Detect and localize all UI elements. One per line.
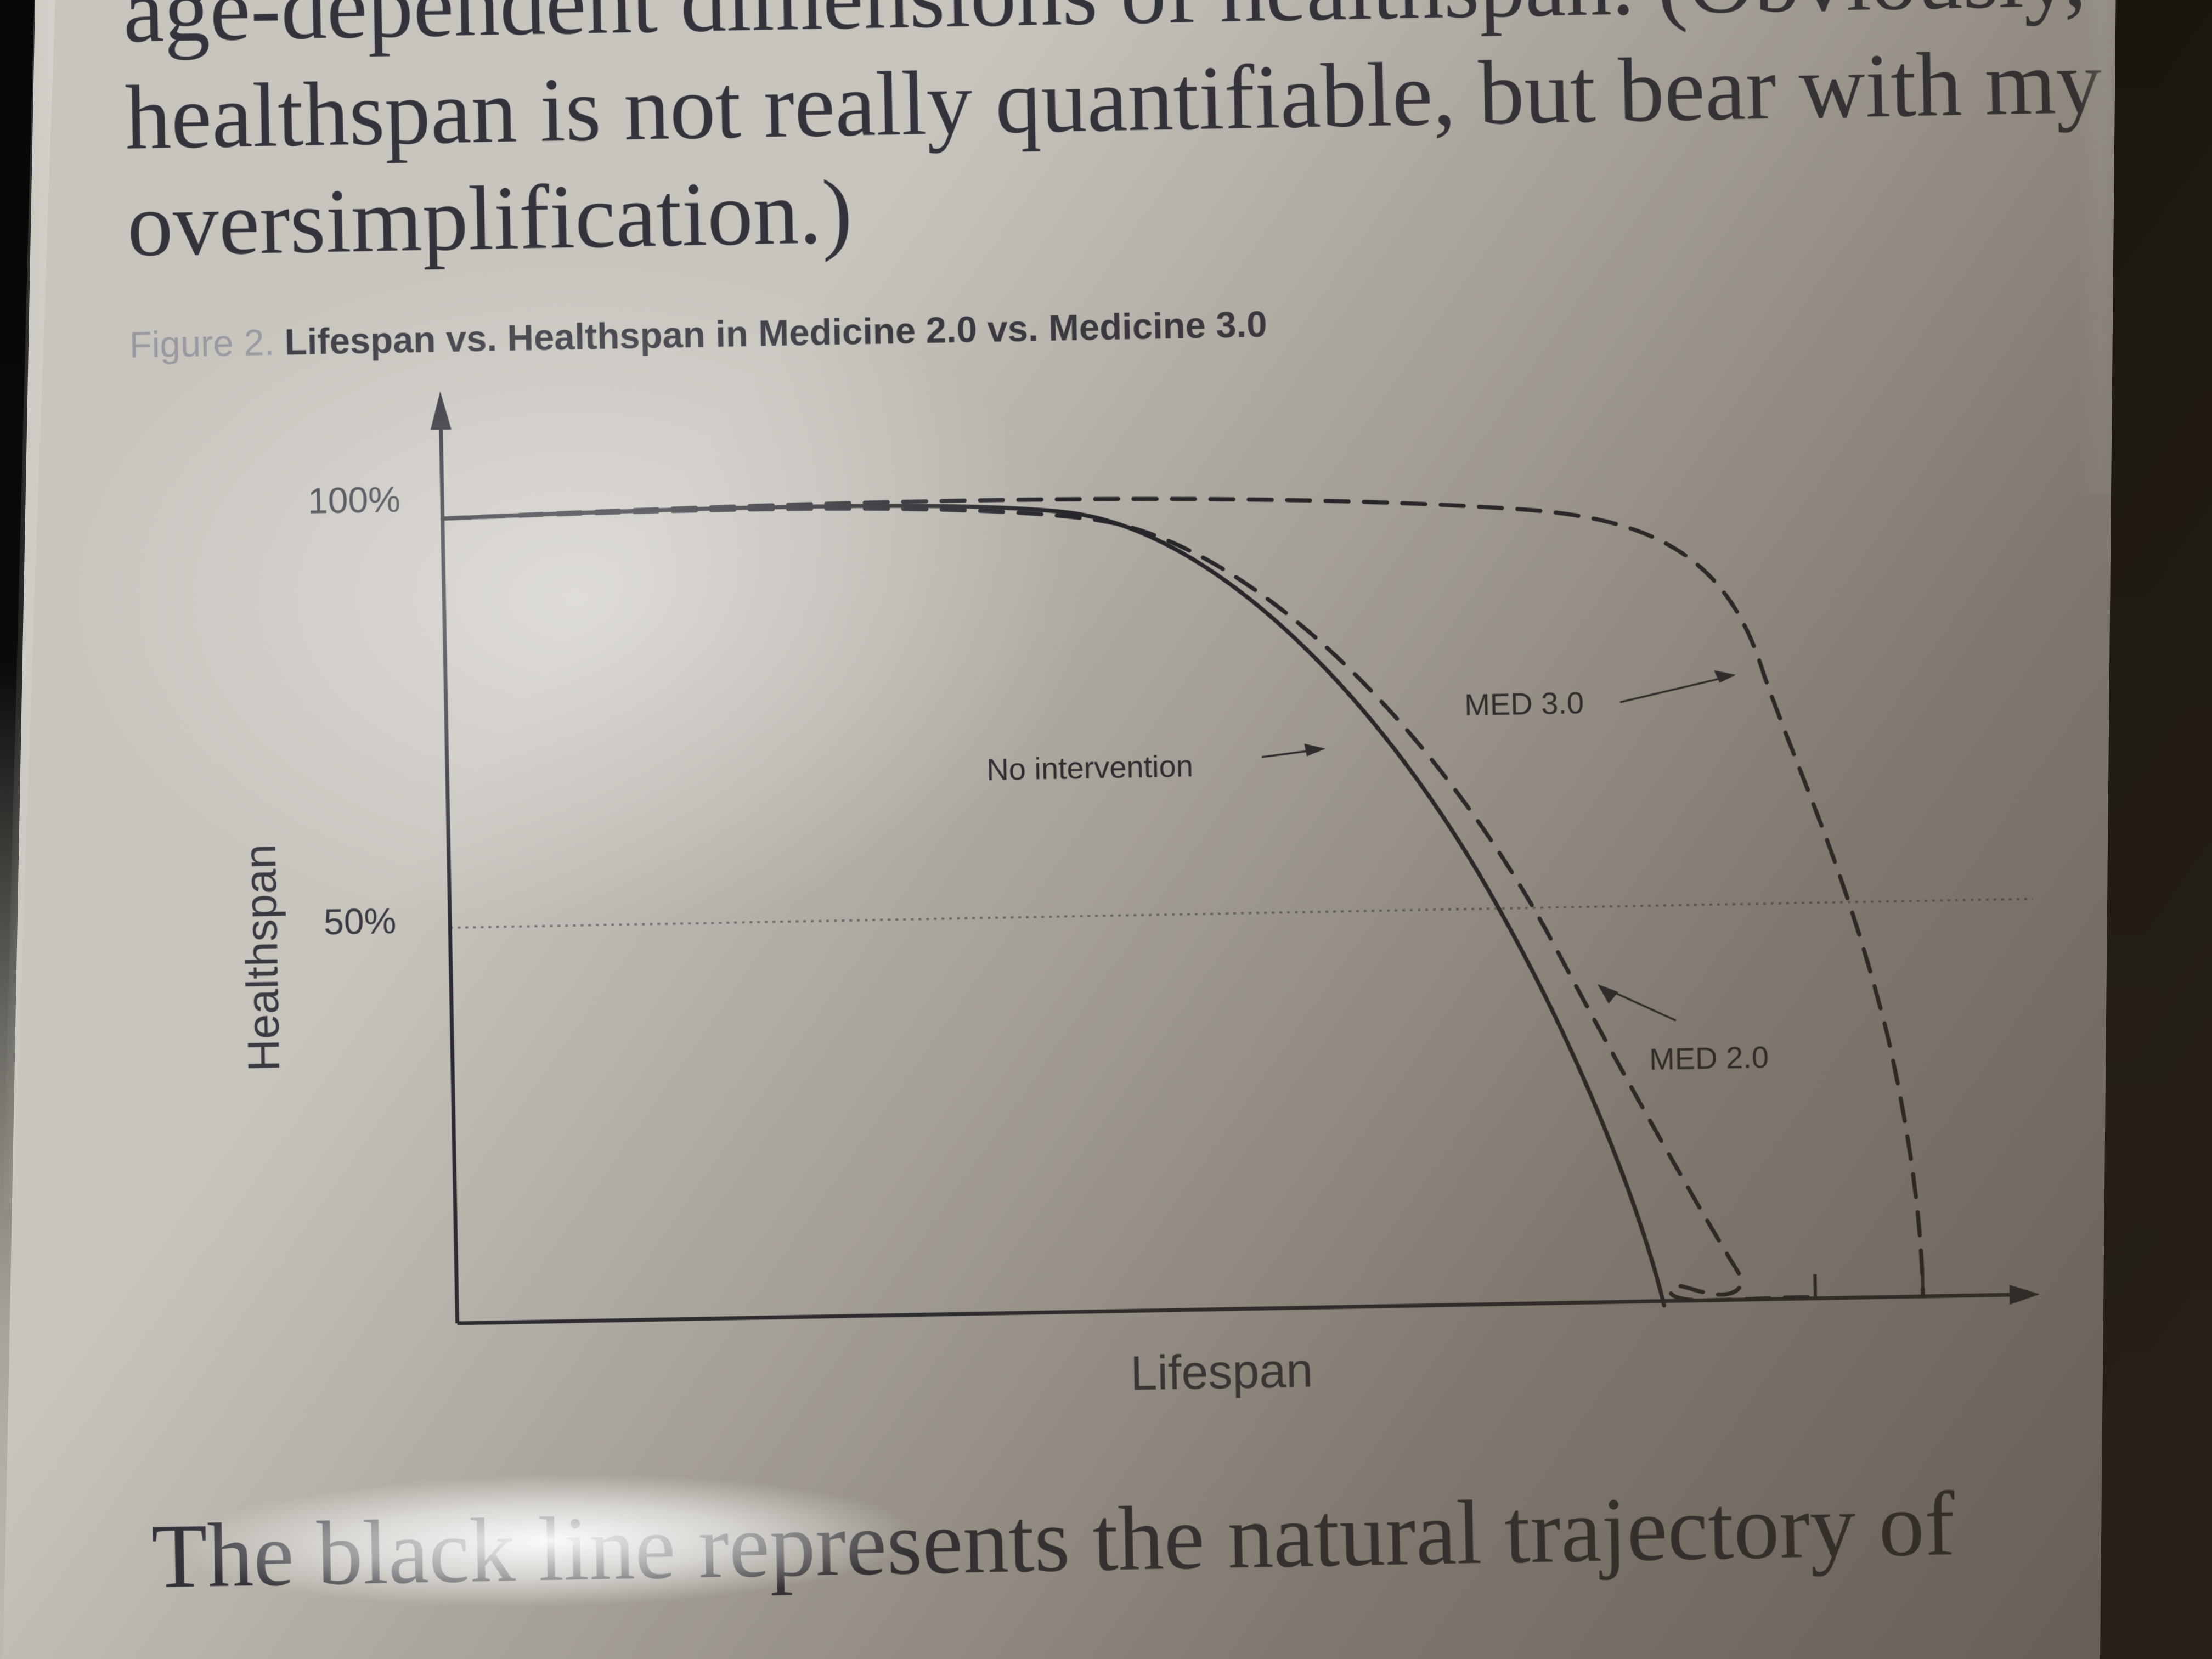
svg-text:No intervention: No intervention bbox=[986, 748, 1194, 787]
svg-text:MED 2.0: MED 2.0 bbox=[1649, 1040, 1769, 1076]
svg-text:MED 3.0: MED 3.0 bbox=[1464, 685, 1584, 722]
